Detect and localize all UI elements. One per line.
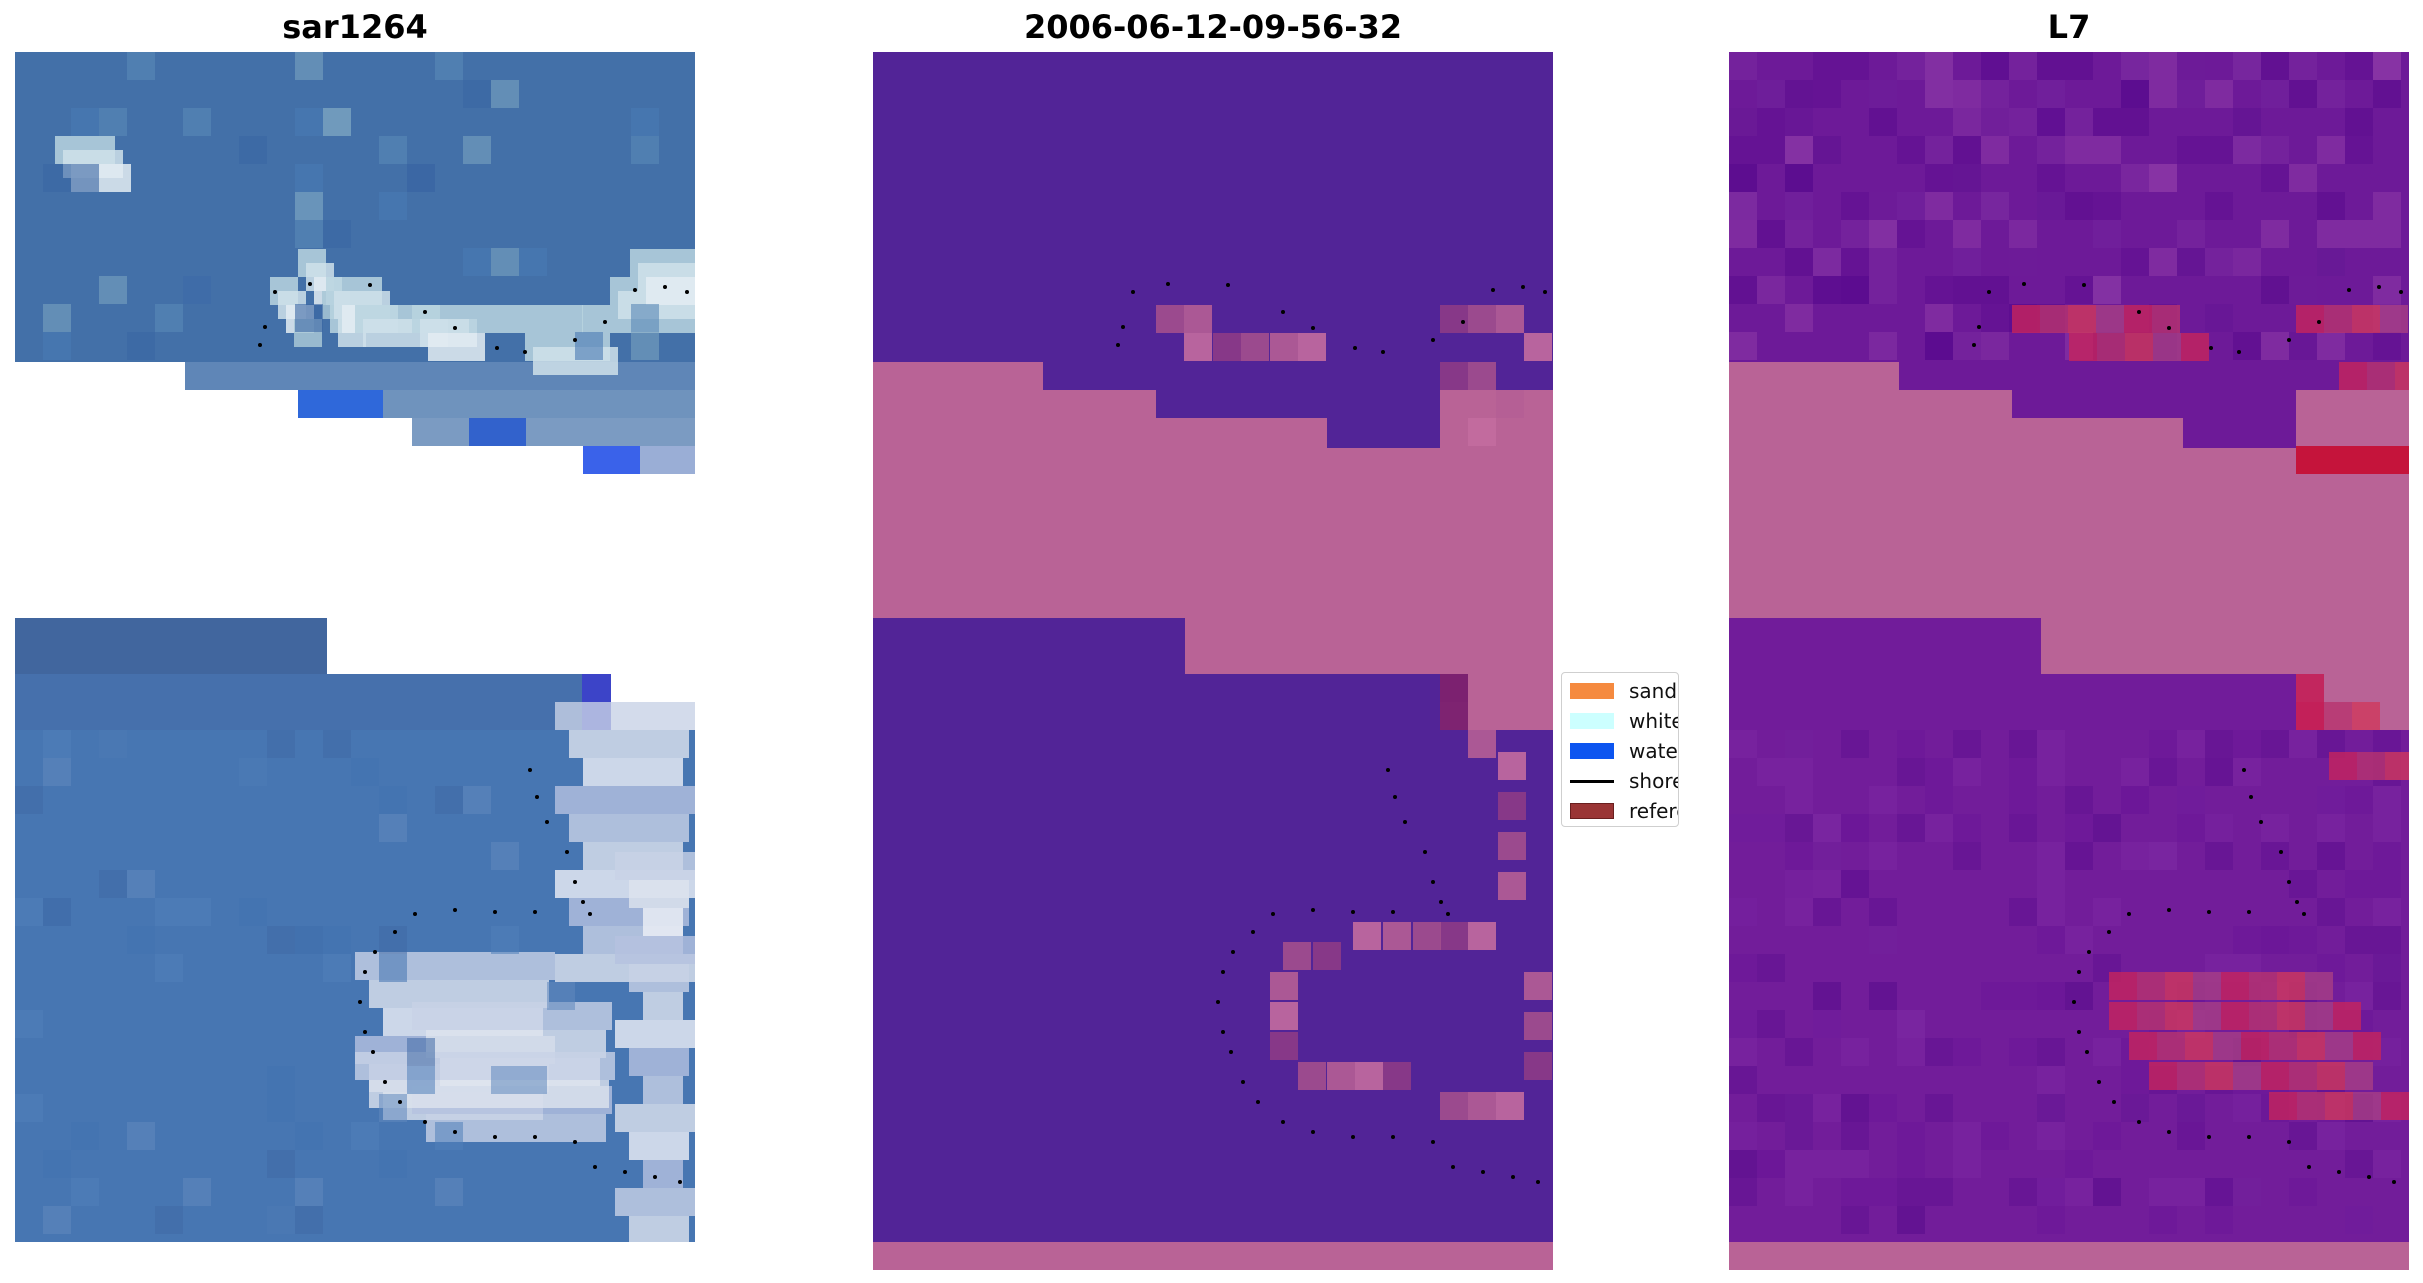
legend-label-shoreline: shoreline (1629, 769, 1678, 793)
classification-image (873, 52, 1553, 1270)
rgb-image-canvas (15, 52, 695, 1242)
legend-label-whitewater: whitewater (1629, 709, 1679, 733)
water-swatch (1570, 743, 1614, 759)
sand-swatch (1570, 683, 1614, 699)
legend-label-water: water (1629, 739, 1678, 763)
legend-item-water: water (1570, 739, 1678, 763)
shoreline-line-swatch (1570, 779, 1614, 783)
legend-item-sand: sand (1570, 679, 1678, 703)
classification-canvas (873, 52, 1553, 1270)
reference-sl-swatch (1570, 803, 1614, 819)
rgb-image (15, 52, 695, 1242)
legend-label-reference-sl: reference SL (1629, 799, 1678, 823)
whitewater-swatch (1570, 713, 1614, 729)
legend-item-whitewater: whitewater (1570, 709, 1679, 733)
classification-panel-title: 2006-06-12-09-56-32 (1023, 8, 1403, 46)
legend-item-reference-sl: reference SL (1570, 799, 1678, 823)
legend-item-shoreline: shoreline (1570, 769, 1678, 793)
index-panel-title: L7 (2047, 8, 2091, 46)
legend-label-sand: sand (1629, 679, 1678, 703)
index-image-canvas (1729, 52, 2409, 1270)
legend: sand whitewater water shoreline referenc… (1561, 672, 1679, 827)
index-image (1729, 52, 2409, 1270)
rgb-panel-title: sar1264 (282, 8, 428, 46)
